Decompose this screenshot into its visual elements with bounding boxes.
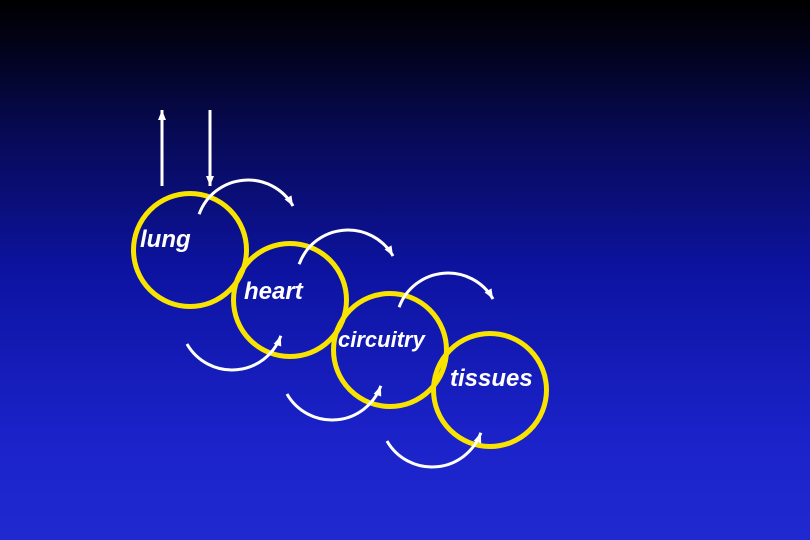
label-circuitry: circuitry	[338, 327, 425, 353]
background-layer	[0, 0, 810, 540]
label-lung: lung	[140, 226, 191, 254]
label-heart: heart	[244, 278, 303, 306]
diagram-stage: lung heart circuitry tissues	[0, 0, 810, 540]
arrows-layer	[0, 0, 810, 540]
label-tissues: tissues	[450, 365, 533, 393]
